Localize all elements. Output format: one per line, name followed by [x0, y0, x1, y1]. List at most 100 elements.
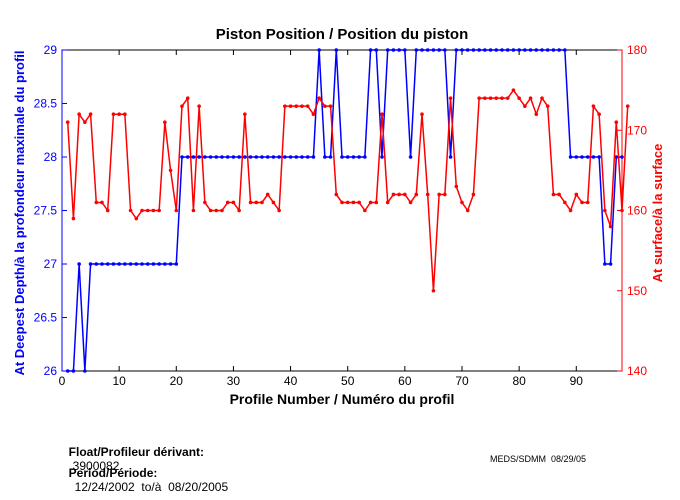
- surface-point: [283, 104, 287, 108]
- deepest-point: [243, 155, 247, 159]
- deepest-point: [151, 262, 156, 266]
- surface-point: [185, 96, 190, 100]
- deepest-point: [83, 369, 87, 373]
- surface-point: [477, 96, 481, 100]
- deepest-point: [265, 155, 270, 159]
- surface-point: [368, 200, 373, 205]
- deepest-point: [145, 262, 150, 266]
- surface-point: [557, 192, 561, 197]
- surface-point: [197, 104, 201, 108]
- surface-point: [614, 120, 619, 125]
- surface-point: [488, 96, 493, 100]
- deepest-point: [597, 155, 601, 159]
- deepest-point: [248, 155, 253, 159]
- surface-point: [248, 200, 253, 205]
- deepest-point: [614, 155, 619, 159]
- deepest-point: [185, 155, 190, 159]
- surface-point: [391, 192, 396, 197]
- x-tick-label: 10: [112, 374, 126, 388]
- surface-point: [625, 104, 630, 108]
- float-label: Float/Profileur dérivant:: [68, 445, 205, 459]
- surface-point: [317, 96, 321, 100]
- deepest-point: [180, 155, 184, 159]
- deepest-point: [511, 48, 516, 52]
- source-stamp: MEDS/SDMM 08/29/05: [490, 454, 587, 464]
- surface-point: [71, 216, 76, 221]
- x-tick-label: 0: [59, 374, 66, 388]
- left-y-tick-label: 28: [44, 150, 58, 164]
- deepest-point: [271, 155, 276, 159]
- deepest-point: [471, 48, 476, 52]
- deepest-point: [134, 262, 139, 266]
- deepest-point: [100, 262, 104, 266]
- deepest-point: [157, 262, 161, 266]
- period-value: 12/24/2002 to/à 08/20/2005: [74, 480, 229, 494]
- deepest-point: [203, 155, 207, 159]
- surface-point: [528, 96, 533, 100]
- surface-point: [425, 192, 430, 197]
- surface-point: [397, 192, 401, 197]
- deepest-point: [517, 48, 521, 52]
- surface-point: [88, 112, 93, 116]
- surface-point: [345, 200, 350, 205]
- surface-point: [140, 208, 144, 213]
- surface-point: [437, 192, 441, 197]
- float-value: 3900082: [72, 459, 120, 473]
- right-y-tick-label: 150: [627, 284, 647, 298]
- plot-area: 0 10 20 30 40 50 60 70 80 90 26 26.5 27 27.5 28 28.5 29 1…: [34, 43, 648, 388]
- surface-point: [505, 96, 510, 100]
- deepest-point: [340, 155, 344, 159]
- deepest-point: [317, 48, 321, 52]
- x-tick-label: 80: [512, 374, 526, 388]
- surface-point: [265, 192, 270, 197]
- deepest-point: [128, 262, 133, 266]
- left-y-tick-label: 27: [44, 257, 58, 271]
- deepest-point: [260, 155, 264, 159]
- surface-point: [483, 96, 487, 100]
- deepest-point: [397, 48, 401, 52]
- surface-point: [580, 200, 584, 205]
- surface-point: [500, 96, 504, 100]
- surface-point: [151, 208, 156, 213]
- surface-point: [94, 200, 99, 205]
- deepest-point: [580, 155, 584, 159]
- deepest-point: [77, 262, 81, 266]
- deepest-point: [123, 262, 127, 266]
- deepest-point: [94, 262, 99, 266]
- chart-title: Piston Position / Position du piston: [216, 26, 469, 43]
- surface-point: [523, 104, 527, 108]
- deepest-point: [345, 155, 350, 159]
- right-y-tick-label: 170: [627, 123, 647, 137]
- deepest-point: [523, 48, 527, 52]
- surface-point: [494, 96, 499, 100]
- deepest-point: [385, 48, 390, 52]
- deepest-point: [311, 155, 316, 159]
- surface-point: [545, 104, 550, 108]
- surface-point: [340, 200, 344, 205]
- x-tick-label: 30: [227, 374, 241, 388]
- deepest-point: [111, 262, 116, 266]
- surface-point: [540, 96, 544, 100]
- deepest-point: [540, 48, 544, 52]
- surface-point: [174, 208, 179, 213]
- deepest-point: [620, 155, 624, 159]
- deepest-point: [545, 48, 550, 52]
- x-tick-label: 90: [570, 374, 584, 388]
- surface-point: [448, 96, 453, 100]
- surface-point: [191, 208, 196, 213]
- surface-point: [243, 112, 247, 116]
- surface-point: [603, 208, 607, 213]
- deepest-point: [117, 262, 121, 266]
- surface-point: [420, 112, 424, 116]
- deepest-point: [437, 48, 441, 52]
- surface-point: [568, 208, 573, 213]
- deepest-point: [305, 155, 310, 159]
- deepest-point: [414, 48, 419, 52]
- deepest-point: [368, 48, 373, 52]
- surface-point: [591, 104, 596, 108]
- surface-point: [460, 200, 464, 205]
- surface-point: [431, 288, 436, 293]
- surface-point: [334, 192, 339, 197]
- deepest-point: [88, 262, 93, 266]
- surface-point: [168, 168, 173, 173]
